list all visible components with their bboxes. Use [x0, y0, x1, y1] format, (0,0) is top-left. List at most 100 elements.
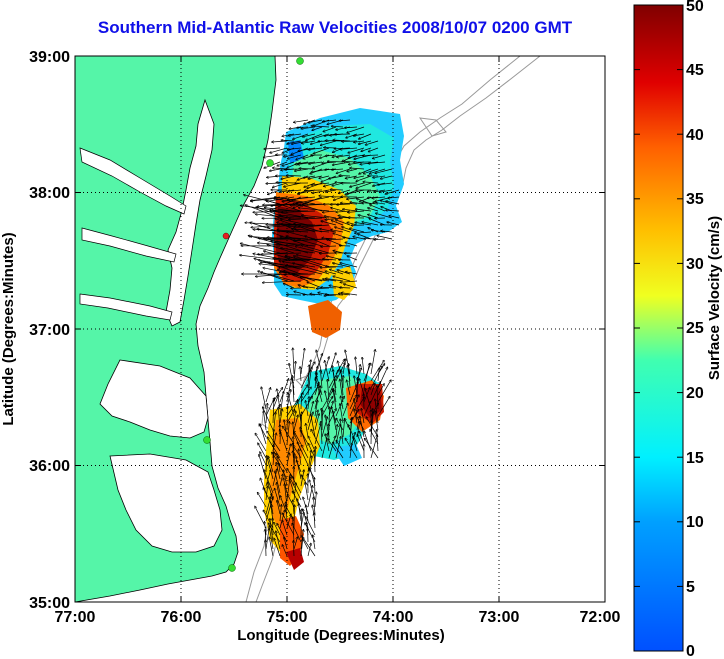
y-tick-label: 36:00 [29, 458, 70, 475]
velocity-vector [287, 175, 302, 176]
velocity-vector [378, 182, 393, 185]
axis-ticks [75, 56, 605, 602]
velocity-vector [303, 175, 316, 178]
velocity-vectors [240, 120, 400, 557]
velocity-vector [302, 140, 316, 143]
velocity-vector [314, 414, 319, 431]
velocity-vector [381, 231, 393, 232]
velocity-vector [365, 388, 372, 410]
velocity-vector [264, 470, 274, 494]
velocity-vector [344, 284, 358, 289]
velocity-vector [336, 441, 344, 452]
velocity-vector [273, 233, 309, 247]
velocity-vector [328, 439, 337, 452]
velocity-vector [258, 243, 295, 247]
velocity-vector [277, 222, 302, 233]
velocity-vector [323, 210, 337, 212]
velocity-vector [281, 175, 295, 179]
velocity-vector [307, 402, 313, 424]
velocity-vector [313, 497, 316, 515]
velocity-vector [283, 262, 316, 268]
velocity-vector [293, 133, 309, 139]
velocity-vector [326, 189, 337, 192]
velocity-vector [321, 357, 329, 382]
x-tick-label: 73:00 [479, 609, 520, 626]
velocity-vector [331, 208, 344, 212]
velocity-vector [255, 434, 267, 452]
velocity-vector [293, 451, 294, 466]
velocity-vector [341, 293, 358, 296]
velocity-vector [303, 537, 316, 557]
velocity-vector [303, 154, 316, 159]
velocity-vector [268, 189, 281, 194]
velocity-vector [388, 197, 400, 198]
velocity-vector [270, 147, 288, 153]
velocity-vector [328, 409, 336, 424]
velocity-vector [378, 368, 379, 382]
velocity-vector [321, 397, 333, 417]
velocity-vector [255, 506, 267, 529]
station-marker [203, 436, 211, 444]
velocity-vector [273, 399, 274, 424]
velocity-vector [262, 252, 302, 254]
velocity-vector [314, 354, 322, 375]
station-marker [228, 564, 236, 572]
y-axis-label: Latitude (Degrees:Minutes) [0, 232, 17, 425]
velocity-vector [307, 543, 311, 557]
velocity-vector [330, 190, 344, 191]
velocity-vector [386, 210, 400, 211]
velocity-vector [259, 264, 288, 268]
velocity-vector [284, 182, 302, 187]
velocity-vector [370, 350, 375, 375]
velocity-vector [286, 255, 323, 268]
velocity-vector [273, 259, 302, 261]
velocity-vector [348, 154, 365, 158]
velocity-vector [347, 380, 351, 396]
velocity-vector [292, 524, 302, 543]
velocity-vector [301, 475, 309, 487]
velocity-vector [268, 262, 302, 275]
velocity-vector [357, 435, 365, 452]
velocity-vector [314, 424, 321, 445]
velocity-vector [326, 279, 344, 282]
velocity-vector [325, 155, 337, 156]
station-marker [296, 57, 304, 65]
velocity-vector [306, 517, 316, 536]
velocity-vector [354, 409, 358, 424]
velocity-vector [256, 214, 295, 219]
velocity-vector [368, 189, 379, 191]
velocity-vector [331, 407, 337, 424]
velocity-vector [281, 140, 295, 141]
velocity-vector [309, 161, 323, 164]
colorbar-tick-label: 35 [686, 191, 704, 208]
colorbar-tick-label: 0 [686, 643, 695, 659]
velocity-vector [377, 380, 391, 403]
velocity-vector [270, 168, 281, 171]
velocity-vector [286, 410, 295, 424]
velocity-vector [333, 263, 351, 268]
velocity-vector [294, 292, 309, 296]
velocity-vector [313, 535, 316, 550]
velocity-vector [273, 182, 288, 187]
velocity-vector [275, 242, 316, 247]
velocity-vector [264, 411, 267, 431]
colorbar-tick-label: 45 [686, 62, 704, 79]
velocity-vector [279, 409, 282, 424]
velocity-vector [345, 242, 358, 247]
colorbar-tick-label: 50 [686, 0, 704, 15]
velocity-vector [359, 379, 365, 396]
velocity-vector [279, 474, 283, 487]
velocity-vector [321, 246, 337, 247]
velocity-vector [332, 126, 344, 127]
velocity-vector [359, 431, 365, 445]
velocity-vector [267, 458, 274, 480]
velocity-vector [375, 168, 393, 173]
y-tick-label: 38:00 [29, 185, 70, 202]
velocity-vector [293, 483, 296, 501]
velocity-vector [314, 451, 315, 473]
velocity-vector [361, 147, 372, 151]
velocity-vector [275, 489, 281, 508]
velocity-vector [363, 364, 370, 389]
velocity-vector [355, 357, 358, 375]
